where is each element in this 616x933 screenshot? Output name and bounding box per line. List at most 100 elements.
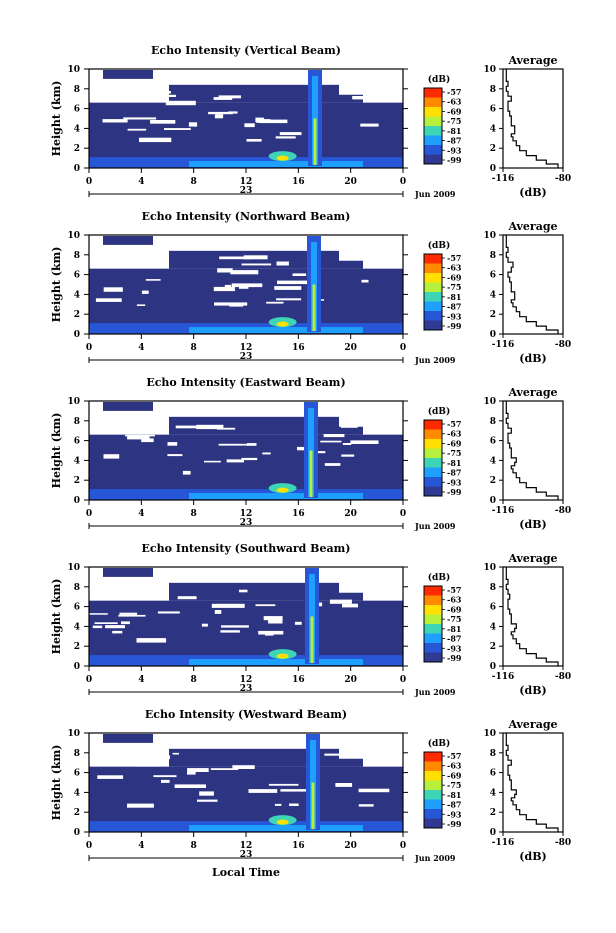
clear-air-gap <box>216 427 236 430</box>
average-frame <box>502 732 564 833</box>
echo-convective-core <box>276 321 289 327</box>
colorbar-segment <box>424 477 442 487</box>
echo-convective-core <box>276 653 289 659</box>
avg-x-tick-label: -80 <box>555 672 571 682</box>
y-tick-label: 0 <box>74 496 80 506</box>
colorbar-segment <box>424 799 442 810</box>
colorbar-tick-label: -69 <box>447 604 462 614</box>
colorbar-frame <box>423 253 443 331</box>
clear-air-gap <box>219 256 250 260</box>
x-tick-label: 4 <box>138 675 144 685</box>
avg-y-tick-label: 6 <box>490 603 496 613</box>
echo-band-upper <box>169 84 363 103</box>
clear-air-gap <box>213 97 233 100</box>
x-tick-label: 12 <box>240 343 253 353</box>
colorbar-segment <box>424 97 442 108</box>
average-frame <box>502 566 564 667</box>
clear-air-gap <box>320 440 342 443</box>
echo-patch-top <box>103 567 153 577</box>
colorbar-segment <box>424 448 442 459</box>
avg-y-tick-label: 6 <box>490 769 496 779</box>
average-profile-line <box>505 69 559 168</box>
panel-5: Echo Intensity (Westward Beam) 0 2 4 6 8 10 0 4 8… <box>50 708 571 863</box>
y-tick-label: 8 <box>74 251 80 261</box>
y-tick-label: 6 <box>74 105 80 115</box>
rain-column-peak <box>310 616 314 664</box>
avg-x-axis-label: (dB) <box>519 684 546 697</box>
clear-air-gap <box>297 446 310 451</box>
clear-air-gap <box>275 136 296 139</box>
echo-surface-core <box>189 659 363 666</box>
y-tick-label: 0 <box>74 164 80 174</box>
colorbar-tick-label: -75 <box>447 448 461 458</box>
x-tick-label: 12 <box>240 675 253 685</box>
avg-x-tick-label: -116 <box>492 506 515 516</box>
clear-air-gap <box>241 457 258 461</box>
clear-air-gap <box>335 783 353 787</box>
clear-air-gap <box>123 117 157 120</box>
y-tick-label: 2 <box>74 476 80 486</box>
echo-surface-core <box>189 161 363 168</box>
y-tick-label: 4 <box>74 290 80 300</box>
rain-column-peak <box>312 284 316 332</box>
y-tick-label: 4 <box>74 788 80 798</box>
clear-air-gap <box>339 238 399 261</box>
colorbar-tick-label: -75 <box>447 614 461 624</box>
clear-air-gap <box>161 779 170 783</box>
x-tick-label: 8 <box>191 509 197 519</box>
colorbar-tick-label: -63 <box>447 429 462 439</box>
colorbar-segment <box>424 301 442 312</box>
clear-air-gap <box>214 114 224 119</box>
colorbar-segment <box>424 818 442 829</box>
colorbar-frame <box>423 751 443 829</box>
avg-x-tick-label: -80 <box>555 340 571 350</box>
colorbar-segment <box>424 263 442 274</box>
x-tick-label: 0 <box>400 509 406 519</box>
colorbar-segment <box>424 88 442 98</box>
clear-air-gap <box>89 87 144 100</box>
x-tick-label: 0 <box>86 509 92 519</box>
colorbar-tick-label: -87 <box>447 136 461 146</box>
month-label: Jun 2009 <box>414 355 456 365</box>
date-label: 23 <box>240 518 253 528</box>
clear-air-gap <box>124 99 156 102</box>
clear-air-gap <box>255 604 276 607</box>
avg-y-tick-label: 8 <box>490 251 496 261</box>
clear-air-gap <box>187 768 209 772</box>
clear-air-gap <box>339 736 399 759</box>
clear-air-gap <box>174 784 206 788</box>
colorbar-segment <box>424 420 442 430</box>
clear-air-gap <box>230 270 259 275</box>
colorbar-tick-label: -99 <box>447 487 462 497</box>
clear-air-gap <box>226 459 244 463</box>
date-label: 23 <box>240 352 253 362</box>
avg-x-axis-label: (dB) <box>519 186 546 199</box>
average-profile-line <box>505 235 559 334</box>
panel-title: Echo Intensity (Vertical Beam) <box>151 44 341 57</box>
clear-air-gap <box>141 438 154 443</box>
clear-air-gap <box>157 755 170 760</box>
clear-air-gap <box>220 630 240 633</box>
echo-surface-core <box>189 327 363 334</box>
clear-air-gap <box>153 775 177 778</box>
x-tick-label: 0 <box>86 177 92 187</box>
clear-air-gap <box>95 298 122 302</box>
colorbar-segment <box>424 771 442 781</box>
clear-air-gap <box>266 301 284 304</box>
clear-air-gap <box>289 803 299 806</box>
panel-1: Echo Intensity (Vertical Beam) 0 2 4 6 8 10 0 4 8… <box>50 44 571 199</box>
colorbar-frame <box>423 419 443 497</box>
colorbar-segment <box>424 486 442 497</box>
x-tick-label: 0 <box>400 177 406 187</box>
clear-air-gap <box>323 434 345 438</box>
average-profile-line <box>505 401 559 500</box>
colorbar-segment <box>424 809 442 819</box>
clear-air-gap <box>277 280 309 285</box>
x-tick-label: 12 <box>240 841 253 851</box>
clear-air-gap <box>339 72 399 95</box>
clear-air-gap <box>197 799 218 802</box>
avg-y-tick-label: 2 <box>490 310 496 320</box>
echo-surface-core <box>189 493 363 500</box>
echo-convective-core <box>276 487 289 493</box>
